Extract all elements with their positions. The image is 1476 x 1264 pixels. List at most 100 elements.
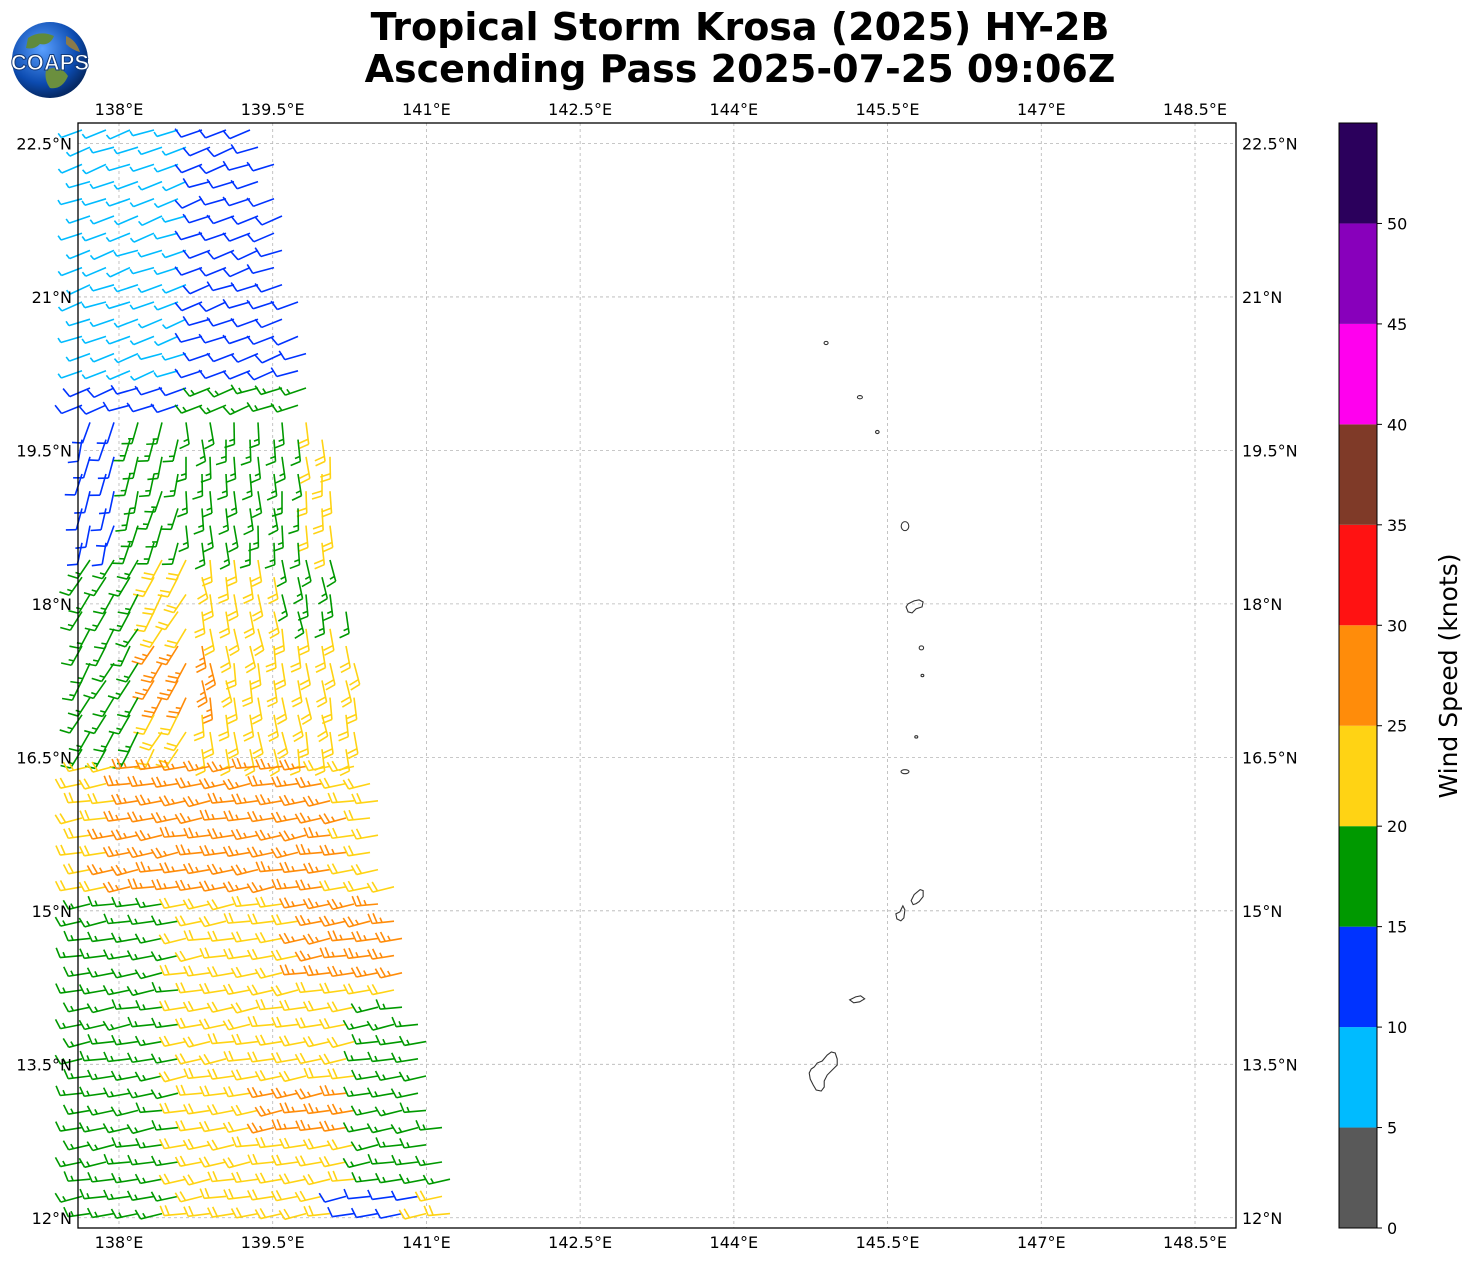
wind-barb [279, 861, 307, 874]
wind-barb [273, 422, 285, 449]
wind-barb [367, 948, 395, 960]
wind-barb [301, 559, 312, 588]
wind-barb [366, 1020, 395, 1031]
wind-barb [247, 1051, 275, 1063]
wind-barb [227, 594, 239, 622]
wind-barb [295, 1119, 323, 1132]
wind-barb [145, 525, 163, 548]
wind-barb [230, 864, 259, 876]
wind-barb [161, 249, 187, 259]
wind-barb [230, 352, 259, 363]
colorbar-tick-label: 20 [1387, 817, 1407, 836]
wind-barb [182, 146, 211, 157]
wind-barb [199, 1187, 227, 1200]
wind-barb [290, 439, 302, 467]
wind-barb [342, 1019, 371, 1031]
wind-barb [89, 352, 115, 363]
wind-barb [222, 129, 251, 140]
wind-barb [374, 1208, 403, 1219]
wind-barb [222, 1019, 251, 1031]
wind-barb [374, 1070, 403, 1081]
wind-barb [207, 792, 235, 804]
wind-barb [116, 559, 139, 580]
lat-tick-left: 15°N [32, 902, 72, 921]
wind-barb [134, 1209, 163, 1220]
island-outline [848, 995, 866, 1004]
wind-barb [150, 1053, 179, 1064]
wind-barb [198, 301, 227, 313]
wind-barb [174, 301, 203, 312]
wind-barb [68, 593, 91, 615]
wind-barb [137, 318, 163, 329]
wind-barb [314, 645, 327, 673]
wind-barb [264, 542, 276, 569]
wind-barb [342, 1157, 371, 1169]
lon-tick-bottom: 142.5°E [548, 1233, 612, 1252]
wind-barb [268, 611, 280, 639]
wind-barb [102, 1123, 131, 1134]
wind-barb [86, 387, 115, 399]
wind-barb [127, 878, 155, 890]
wind-barb [81, 232, 107, 242]
wind-barb [110, 1208, 139, 1219]
wind-barb [78, 1019, 107, 1031]
wind-barb [255, 758, 283, 770]
wind-barb [79, 1086, 107, 1098]
wind-barb [113, 284, 139, 293]
wind-barb [273, 628, 286, 656]
wind-barb [198, 880, 227, 892]
wind-barb [225, 456, 237, 484]
wind-barb [65, 146, 91, 157]
colorbar-tick-label: 15 [1387, 918, 1407, 937]
wind-barb [327, 930, 355, 942]
wind-barb [182, 177, 211, 189]
wind-barb [399, 1138, 427, 1149]
wind-barb [89, 249, 115, 261]
wind-barb [277, 594, 289, 622]
wind-barb [278, 932, 307, 945]
wind-barb [219, 645, 232, 674]
wind-barb [366, 983, 395, 996]
wind-barb [222, 196, 251, 207]
colorbar-bin [1339, 1027, 1377, 1128]
wind-barb [182, 862, 211, 875]
wind-barb [303, 1102, 331, 1115]
wind-barb [79, 1050, 107, 1062]
wind-barb [67, 439, 83, 464]
wind-barb [137, 146, 163, 156]
wind-barb [374, 931, 403, 944]
wind-barb [139, 628, 163, 649]
wind-barb [182, 898, 211, 910]
wind-barb [159, 1000, 187, 1012]
wind-barb [153, 301, 179, 311]
wind-barb [78, 778, 107, 790]
wind-barb [151, 1155, 179, 1167]
wind-barb [159, 1102, 187, 1114]
wind-barb [279, 1102, 307, 1114]
wind-barb [255, 999, 283, 1011]
wind-barb [318, 915, 347, 927]
wind-barb [174, 777, 203, 789]
wind-barb [399, 1102, 427, 1114]
wind-barb [135, 758, 163, 771]
colorbar-bin [1339, 826, 1377, 927]
lon-tick-bottom: 148.5°E [1163, 1233, 1227, 1252]
wind-barb [300, 697, 313, 725]
wind-barb [271, 878, 299, 890]
wind-barb [133, 714, 155, 736]
wind-barb [270, 847, 299, 859]
wind-barb [199, 809, 227, 821]
wind-barb [63, 930, 91, 942]
wind-barb [295, 981, 323, 994]
wind-barb [126, 985, 155, 997]
wind-barb [156, 680, 179, 701]
wind-barb [182, 316, 211, 327]
wind-barb [89, 180, 115, 190]
wind-barb [226, 559, 238, 587]
wind-barb [164, 628, 187, 649]
wind-barb [254, 1069, 283, 1082]
wind-barbs [54, 128, 451, 1221]
wind-barb [278, 1035, 307, 1047]
wind-barb [223, 1188, 251, 1200]
